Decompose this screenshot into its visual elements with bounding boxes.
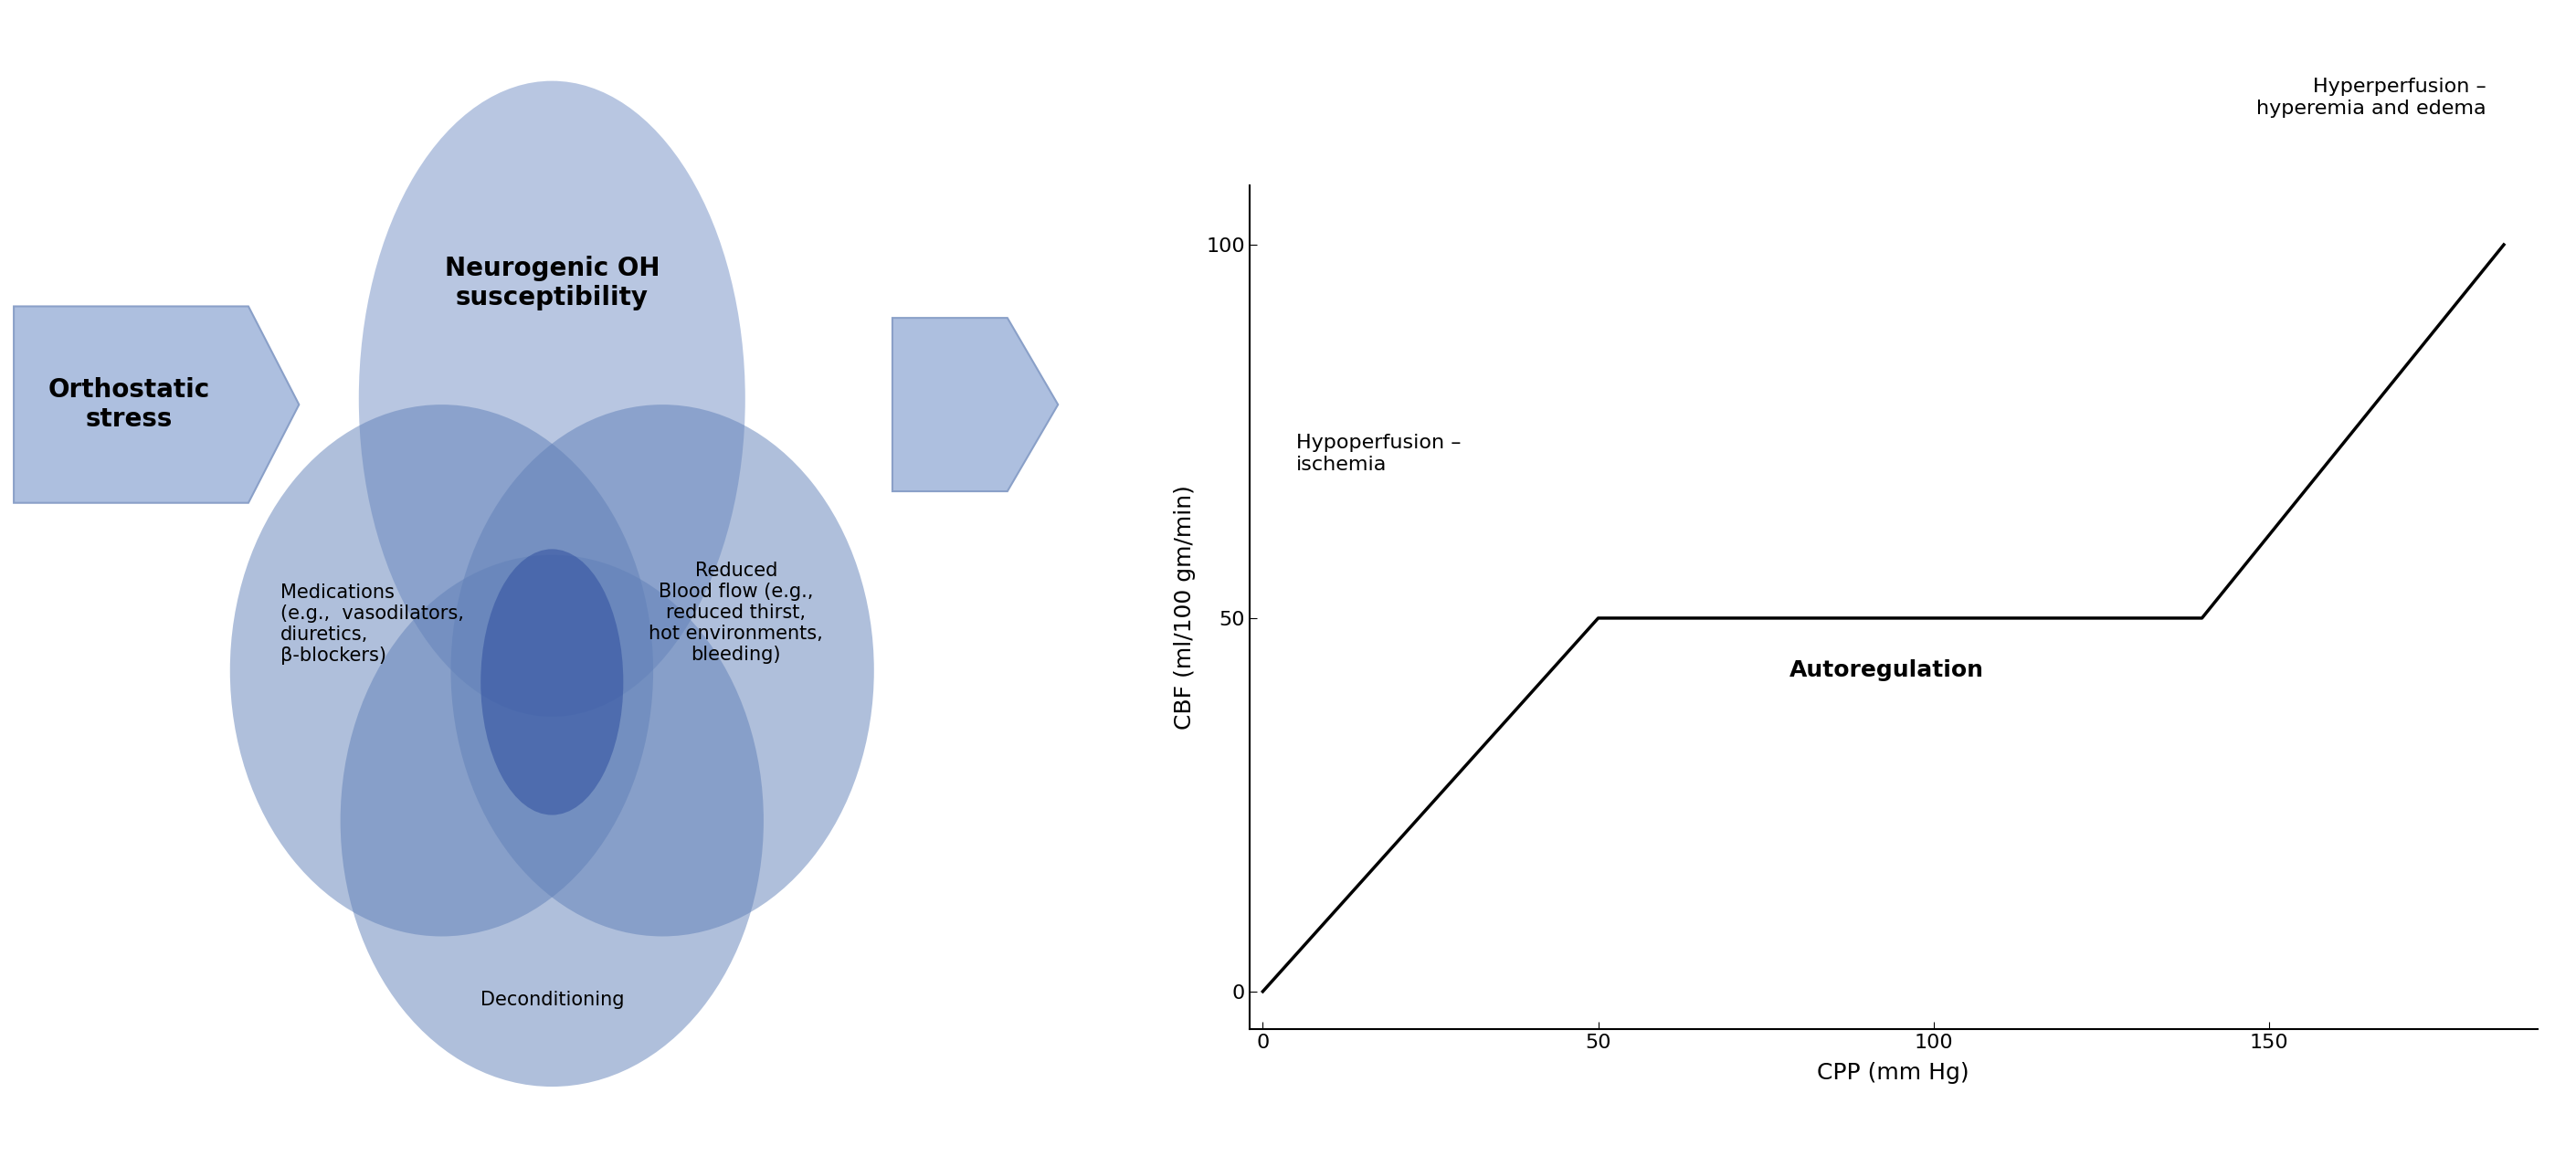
Text: Autoregulation: Autoregulation [1790,659,1984,681]
Ellipse shape [451,405,873,936]
X-axis label: CPP (mm Hg): CPP (mm Hg) [1816,1061,1971,1083]
Text: Reduced
Blood flow (e.g.,
reduced thirst,
hot environments,
bleeding): Reduced Blood flow (e.g., reduced thirst… [649,561,824,665]
Text: Hypoperfusion –
ischemia: Hypoperfusion – ischemia [1296,435,1461,474]
Polygon shape [891,318,1059,491]
Ellipse shape [482,549,623,815]
Text: Medications
(e.g.,  vasodilators,
diuretics,
β-blockers): Medications (e.g., vasodilators, diureti… [281,584,464,665]
Text: Hyperperfusion –
hyperemia and edema: Hyperperfusion – hyperemia and edema [2257,77,2486,118]
Y-axis label: CBF (ml/100 gm/min): CBF (ml/100 gm/min) [1175,484,1195,729]
Ellipse shape [229,405,654,936]
Text: Orthostatic
stress: Orthostatic stress [49,377,209,432]
Text: Neurogenic OH
susceptibility: Neurogenic OH susceptibility [446,255,659,311]
Text: Deconditioning: Deconditioning [479,991,623,1009]
Polygon shape [13,306,299,503]
Ellipse shape [358,81,744,717]
Ellipse shape [340,555,762,1087]
